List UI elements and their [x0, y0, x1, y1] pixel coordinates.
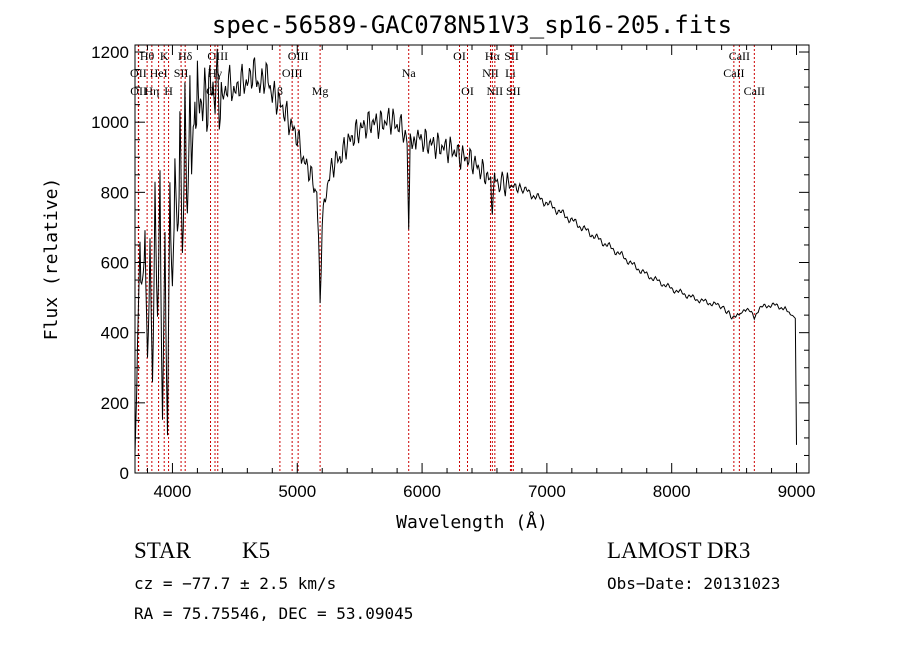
- y-tick-label: 800: [101, 183, 129, 202]
- x-tick-label: 8000: [653, 482, 691, 501]
- line-label: H: [164, 84, 173, 98]
- axis-ticks: 4000 5000 6000 7000 8000 9000 0 200 400 600 800 100…: [91, 43, 815, 501]
- x-tick-label: 7000: [528, 482, 566, 501]
- line-label: OI: [461, 84, 474, 98]
- x-tick-label: 9000: [778, 482, 816, 501]
- line-label: OI: [453, 49, 466, 63]
- y-tick-label: 600: [101, 254, 129, 273]
- x-tick-label: 5000: [278, 482, 316, 501]
- line-label: OII: [130, 84, 147, 98]
- x-axis-label: Wavelength (Å): [396, 511, 548, 533]
- y-axis-label: Flux (relative): [41, 178, 62, 341]
- spectrum-line: [134, 48, 797, 455]
- x-tick-label: 6000: [403, 482, 441, 501]
- line-label: Hγ: [208, 66, 223, 80]
- survey-name: LAMOST DR3: [607, 538, 751, 563]
- redshift-velocity: cz = −77.7 ± 2.5 km/s: [134, 574, 337, 593]
- line-label: OIII: [282, 66, 303, 80]
- line-label: Hη: [144, 84, 159, 98]
- line-label: NII: [487, 84, 504, 98]
- y-tick-label: 400: [101, 324, 129, 343]
- y-tick-label: 1200: [91, 43, 129, 62]
- line-label: Hθ: [140, 49, 155, 63]
- line-label: CaII: [729, 49, 750, 63]
- chart-title: spec-56589-GAC078N51V3_sp16-205.fits: [212, 11, 732, 39]
- line-label: Li: [505, 66, 516, 80]
- x-tick-label: 4000: [154, 482, 192, 501]
- line-label: HeI: [150, 66, 168, 80]
- line-label: OIII: [288, 49, 309, 63]
- line-label: Mg: [312, 84, 329, 98]
- coordinates: RA = 75.75546, DEC = 53.09045: [134, 604, 414, 623]
- line-label: SII: [506, 84, 521, 98]
- line-label: SII: [504, 49, 519, 63]
- line-label: Na: [402, 66, 417, 80]
- observation-date: Obs−Date: 20131023: [607, 574, 781, 593]
- line-label: Hδ: [178, 49, 193, 63]
- y-tick-label: 1000: [91, 113, 129, 132]
- line-label: SII: [174, 66, 189, 80]
- line-label: β: [277, 84, 283, 98]
- object-subclass: K5: [242, 538, 271, 563]
- line-label: CaII: [723, 66, 744, 80]
- line-label: K: [160, 49, 169, 63]
- plot-frame: [134, 44, 810, 474]
- object-class: STAR: [134, 538, 191, 563]
- y-tick-label: 0: [120, 464, 129, 483]
- y-tick-label: 200: [101, 394, 129, 413]
- line-label: Hα: [485, 49, 501, 63]
- line-label: CaII: [744, 84, 765, 98]
- line-label: NII: [482, 66, 499, 80]
